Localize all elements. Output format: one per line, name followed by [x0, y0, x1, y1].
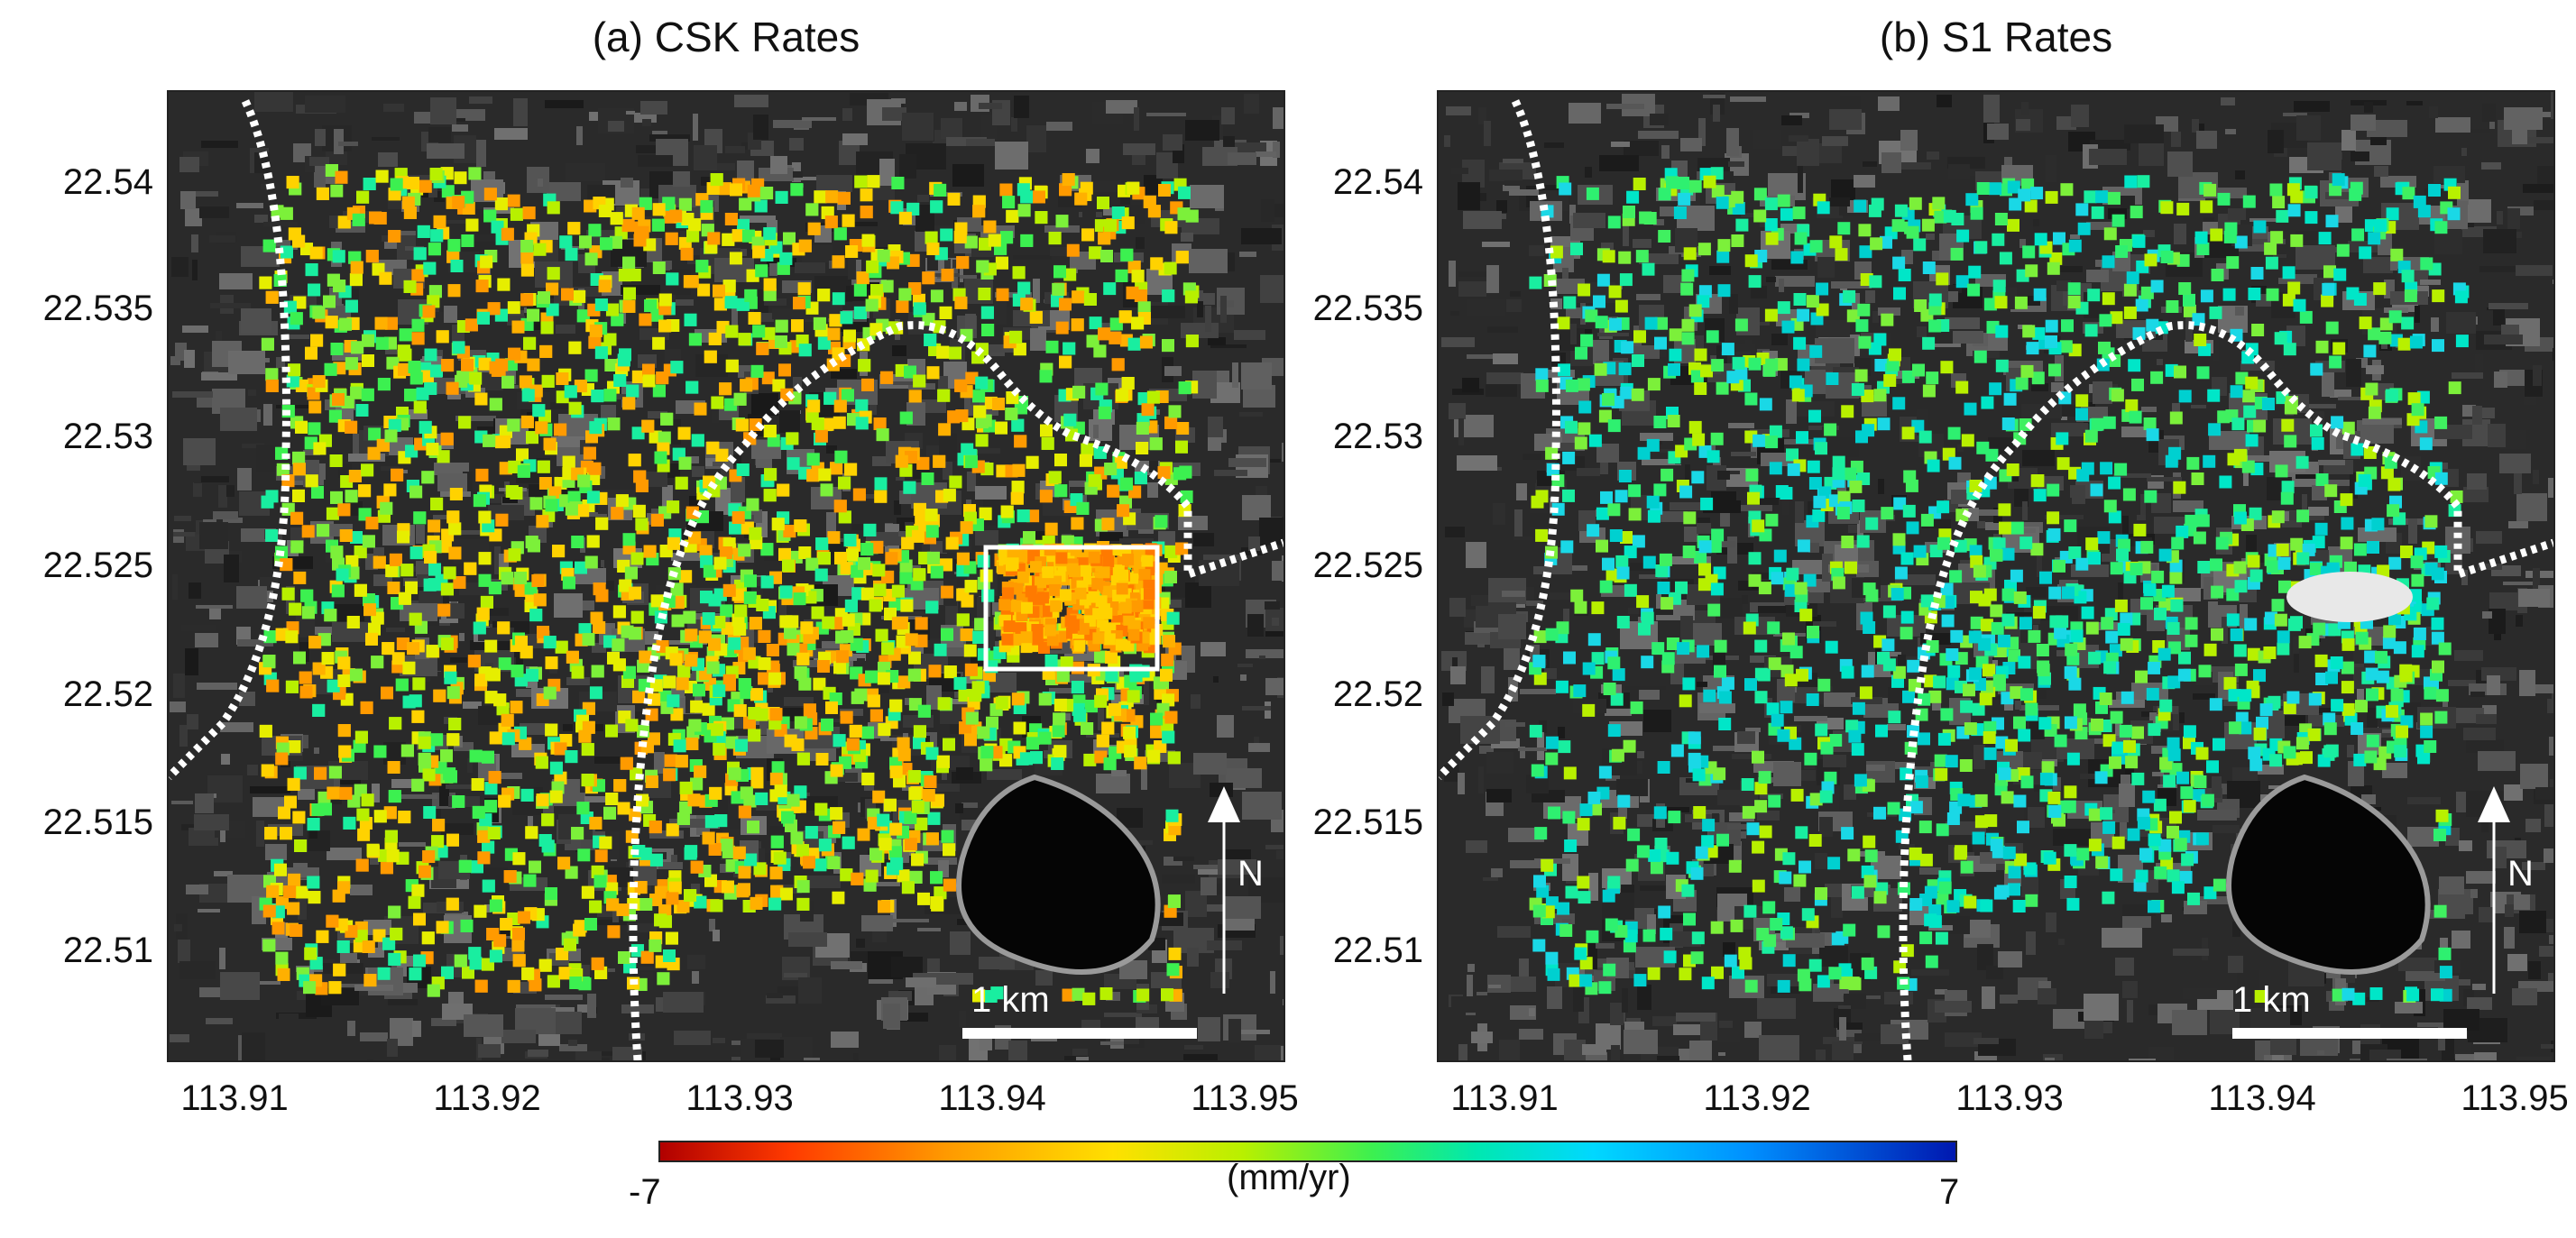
y-tick-label: 22.51: [1332, 931, 1423, 970]
north-label: N: [1237, 854, 1264, 894]
s1-rate-map: 1 km N: [1437, 90, 2555, 1062]
north-arrow-icon: [1208, 786, 1240, 822]
scale-bar-label: 1 km: [2232, 980, 2311, 1020]
north-label: N: [2507, 854, 2534, 894]
y-tick-label: 22.515: [42, 802, 153, 842]
y-tick-label: 22.53: [1332, 417, 1423, 456]
colorbar-max-label: 7: [1939, 1172, 1960, 1212]
x-tick-label: 113.94: [938, 1078, 1046, 1118]
y-tick-label: 22.535: [1312, 289, 1423, 328]
y-tick-label: 22.535: [42, 289, 153, 328]
y-tick-label: 22.53: [62, 417, 153, 456]
y-tick-label: 22.525: [42, 546, 153, 585]
csk-rate-map: 1 km N: [167, 90, 1285, 1062]
x-tick-label: 113.92: [1703, 1078, 1811, 1118]
bright-structure: [2286, 572, 2413, 622]
x-tick-label: 113.95: [1191, 1078, 1299, 1118]
x-tick-label: 113.93: [685, 1078, 794, 1118]
lake: [2226, 774, 2431, 975]
lake: [956, 774, 1161, 975]
y-tick-label: 22.515: [1312, 802, 1423, 842]
colorbar-min-label: -7: [629, 1172, 661, 1212]
subsidence-highlight-box: [983, 545, 1160, 672]
scale-bar: [2232, 1028, 2467, 1039]
persistent-scatterers: [1529, 167, 2470, 1005]
y-tick-label: 22.54: [1332, 162, 1423, 202]
x-tick-label: 113.94: [2208, 1078, 2316, 1118]
persistent-scatterers: [259, 164, 1200, 1005]
y-tick-label: 22.52: [1332, 674, 1423, 714]
boundary-line-central: [1899, 321, 2553, 1060]
y-tick-label: 22.525: [1312, 546, 1423, 585]
boundary-line-west: [169, 99, 290, 781]
north-arrow-icon: [2478, 786, 2510, 822]
boundary-line-west: [1439, 99, 1560, 781]
colorbar-unit-label: (mm/yr): [1227, 1158, 1351, 1197]
scale-bar: [962, 1028, 1197, 1039]
panel-a-title: (a) CSK Rates: [592, 14, 860, 60]
boundary-line-central: [629, 321, 1283, 1060]
y-tick-label: 22.51: [62, 931, 153, 970]
y-tick-label: 22.52: [62, 674, 153, 714]
panel-b-title: (b) S1 Rates: [1879, 14, 2113, 60]
x-tick-label: 113.92: [433, 1078, 541, 1118]
csk-map-canvas: [169, 92, 1283, 1060]
rate-colorbar: [658, 1141, 1957, 1162]
x-tick-label: 113.95: [2461, 1078, 2569, 1118]
y-tick-label: 22.54: [62, 162, 153, 202]
scale-bar-label: 1 km: [971, 980, 1050, 1020]
x-tick-label: 113.91: [180, 1078, 289, 1118]
x-tick-label: 113.91: [1450, 1078, 1559, 1118]
s1-map-canvas: [1439, 92, 2553, 1060]
x-tick-label: 113.93: [1955, 1078, 2064, 1118]
